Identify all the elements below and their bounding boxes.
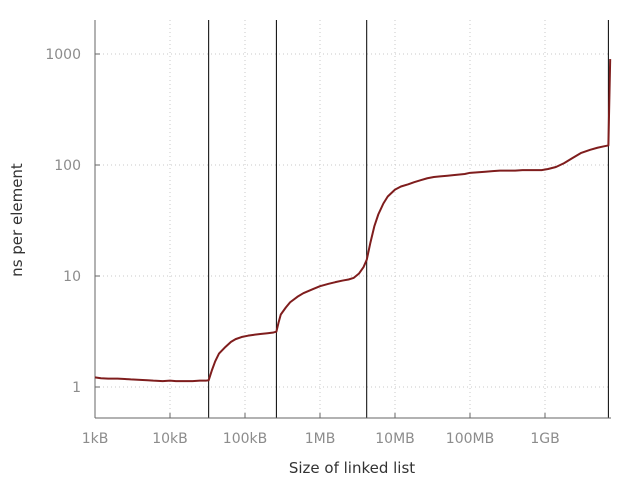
series-layer [94, 59, 612, 383]
x-tick-label: 100kB [223, 431, 267, 447]
y-tick-label: 1 [72, 380, 81, 396]
y-tick-labels: 1 10 100 1000 [45, 47, 81, 396]
x-tick-labels: 1kB 10kB 100kB 1MB 10MB 100MB 1GB [82, 431, 560, 447]
y-tick-label: 1000 [45, 47, 81, 63]
series-line [94, 59, 612, 383]
x-tick-label: 100MB [446, 431, 494, 447]
x-tick-label: 1GB [530, 431, 559, 447]
plot-frame [94, 20, 611, 419]
x-tick-label: 1MB [305, 431, 336, 447]
x-tick-label: 10MB [375, 431, 415, 447]
vertical-markers [208, 20, 609, 418]
x-axis-label: Size of linked list [289, 459, 415, 477]
x-tick-label: 1kB [82, 431, 109, 447]
y-tick-label: 100 [54, 158, 81, 174]
x-tick-label: 10kB [152, 431, 188, 447]
y-tick-label: 10 [63, 269, 81, 285]
grid-lines [95, 20, 611, 418]
y-axis-label: ns per element [8, 163, 26, 277]
